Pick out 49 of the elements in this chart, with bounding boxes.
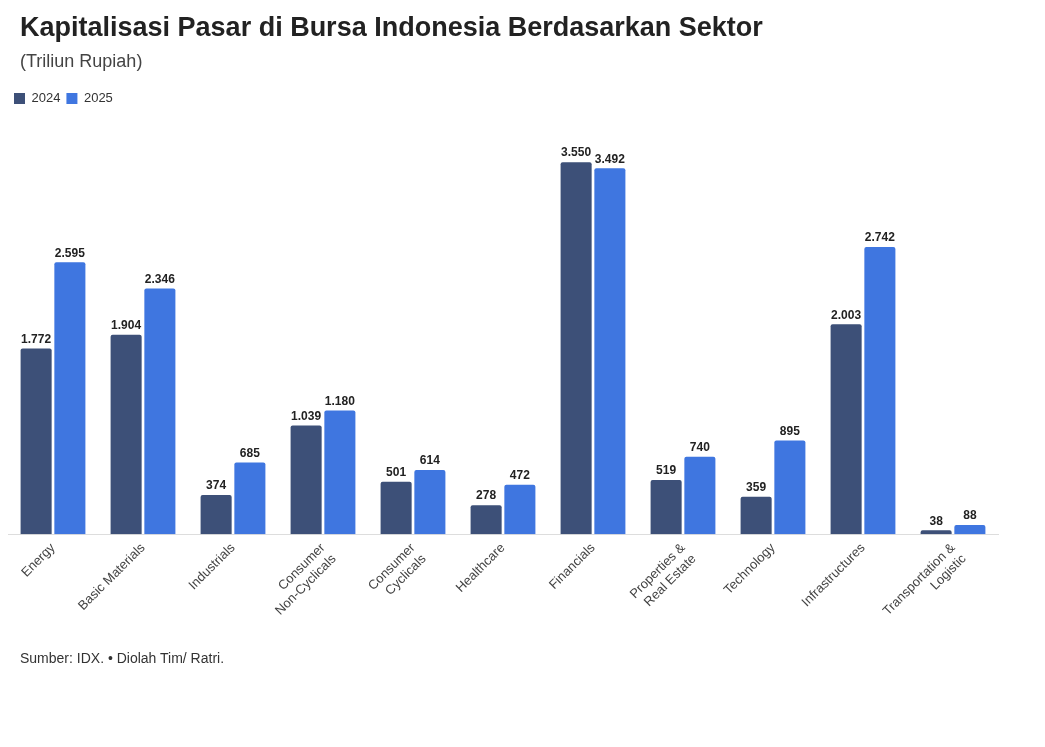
data-label: 38	[929, 513, 944, 528]
data-label: 278	[476, 488, 497, 503]
text: Sumber: IDX. • Diolah Tim/ Ratri.	[20, 650, 226, 666]
data-label: 374	[206, 478, 227, 493]
chart-title: Kapitalisasi Pasar di Bursa Indonesia Berdasarkan Sektor	[20, 12, 764, 43]
bar	[20, 348, 52, 535]
bar	[144, 288, 176, 535]
data-label: 2.003	[831, 307, 862, 322]
data-label: 895	[779, 423, 801, 438]
bar	[54, 262, 86, 535]
bar	[290, 425, 322, 535]
data-label: 2.742	[864, 230, 896, 245]
bar	[594, 168, 626, 535]
bar	[864, 246, 896, 535]
data-label: 359	[746, 480, 767, 494]
bar	[470, 505, 502, 535]
bar	[740, 496, 772, 535]
bar	[650, 479, 682, 535]
data-label: 1.039	[291, 408, 322, 423]
bar	[504, 484, 536, 535]
bar	[774, 440, 806, 535]
data-label: 614	[419, 453, 441, 468]
bar	[234, 462, 266, 535]
data-label: 501	[386, 465, 407, 480]
bar	[830, 324, 862, 535]
bar	[920, 530, 952, 535]
data-label: 740	[689, 440, 711, 455]
data-label: 1.772	[21, 331, 52, 346]
legend-label: 2024	[31, 90, 61, 106]
bar	[684, 456, 716, 535]
data-label: 1.904	[111, 318, 142, 333]
bar	[560, 162, 592, 535]
bar	[200, 495, 232, 535]
legend-label: 2025	[83, 90, 113, 106]
chart-subtitle: (Triliun Rupiah)	[20, 51, 144, 72]
data-label: 3.550	[561, 145, 592, 160]
data-label: 519	[656, 463, 677, 478]
bar	[414, 469, 446, 535]
data-label: 88	[963, 508, 977, 523]
data-label: 685	[239, 445, 261, 460]
data-label: 2.595	[54, 245, 86, 260]
bar	[110, 334, 142, 535]
bar	[380, 481, 412, 535]
bar	[324, 410, 356, 535]
data-label: 3.492	[594, 151, 626, 166]
bar	[954, 525, 986, 535]
data-label: 472	[509, 468, 531, 483]
data-label: 1.180	[324, 393, 356, 408]
data-label: 2.346	[144, 271, 176, 286]
